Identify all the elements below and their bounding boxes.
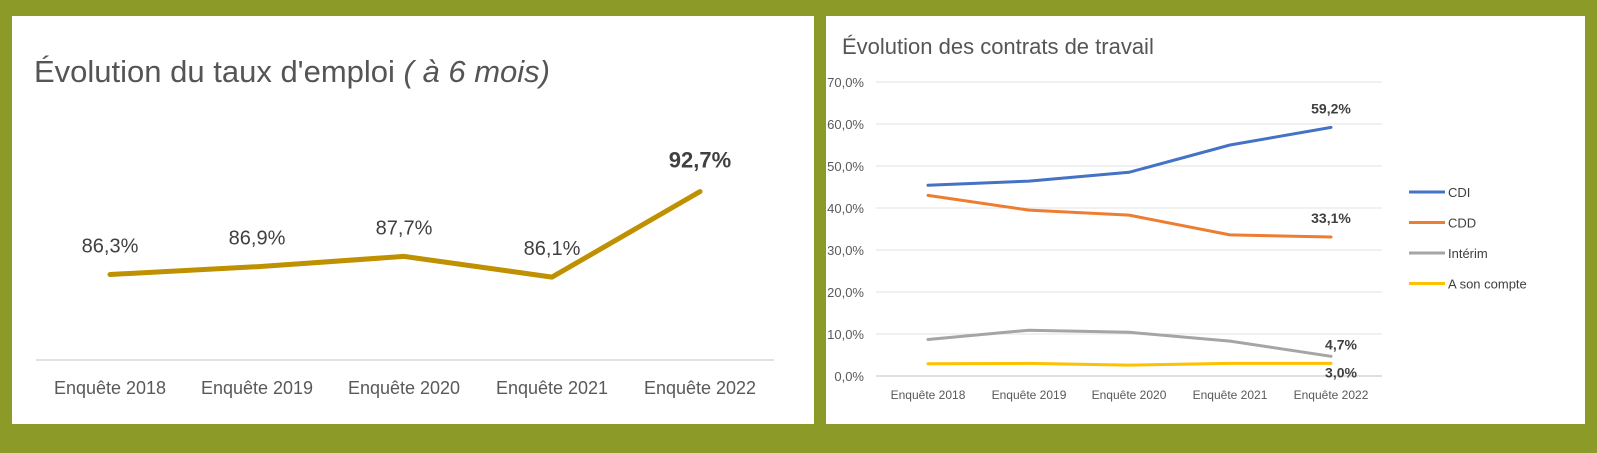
end-label-a-son-compte: 3,0%: [1325, 364, 1357, 380]
x-tick-label-enquete-2021: Enquête 2021: [496, 378, 608, 398]
employment-chart-title: Évolution du taux d'emploi ( à 6 mois): [34, 54, 550, 90]
legend-label-a-son-compte: A son compte: [1448, 277, 1527, 292]
x-tick-label-enquete-2020: Enquête 2020: [348, 378, 460, 398]
data-label-enquete-2019: 86,9%: [229, 228, 286, 250]
legend-label-interim: Intérim: [1448, 246, 1488, 261]
x-tick-label-enquete-2019: Enquête 2019: [201, 378, 313, 398]
y-tick-label-0: 0,0%: [834, 369, 864, 384]
legend-label-cdi: CDI: [1448, 185, 1470, 200]
end-label-interim: 4,7%: [1325, 336, 1357, 352]
employment-rate-panel: Évolution du taux d'emploi ( à 6 mois) 8…: [12, 16, 814, 424]
x-tick-label-enquete-2018: Enquête 2018: [891, 388, 966, 402]
x-tick-label-enquete-2021: Enquête 2021: [1193, 388, 1268, 402]
end-label-cdd: 33,1%: [1311, 210, 1351, 226]
contracts-chart: 0,0% 10,0% 20,0% 30,0% 40,0% 50,0% 60,0% 70,0% E…: [827, 75, 1527, 402]
series-line-cdi: [926, 125, 1333, 187]
contracts-panel: Évolution des contrats de travail 0,0% 10…: [826, 16, 1585, 424]
data-label-enquete-2022: 92,7%: [669, 148, 731, 173]
y-tick-label-2: 20,0%: [827, 285, 864, 300]
data-label-enquete-2018: 86,3%: [82, 235, 139, 257]
y-tick-label-1: 10,0%: [827, 327, 864, 342]
data-label-enquete-2021: 86,1%: [524, 238, 581, 260]
x-tick-label-enquete-2019: Enquête 2019: [992, 388, 1067, 402]
x-tick-label-enquete-2022: Enquête 2022: [1294, 388, 1369, 402]
end-label-cdi: 59,2%: [1311, 100, 1351, 116]
series-line-cdd: [926, 193, 1333, 239]
y-tick-label-5: 50,0%: [827, 159, 864, 174]
series-line-interim: [926, 328, 1333, 358]
y-tick-label-6: 60,0%: [827, 117, 864, 132]
employment-rate-line: [107, 189, 703, 280]
x-tick-label-enquete-2020: Enquête 2020: [1092, 388, 1167, 402]
series-line-a-son-compte: [926, 361, 1333, 367]
y-tick-label-7: 70,0%: [827, 75, 864, 90]
y-tick-label-4: 40,0%: [827, 201, 864, 216]
x-tick-label-enquete-2018: Enquête 2018: [54, 378, 166, 398]
employment-title-main: Évolution du taux d'emploi: [34, 54, 395, 89]
data-label-enquete-2020: 87,7%: [376, 217, 433, 239]
y-tick-label-3: 30,0%: [827, 243, 864, 258]
legend-label-cdd: CDD: [1448, 216, 1476, 231]
x-tick-label-enquete-2022: Enquête 2022: [644, 378, 756, 398]
contracts-chart-title: Évolution des contrats de travail: [842, 34, 1154, 59]
employment-title-italic: ( à 6 mois): [403, 54, 550, 89]
employment-rate-chart: 86,3% 86,9% 87,7% 86,1% 92,7% Enquête 2018 Enq…: [36, 148, 774, 398]
